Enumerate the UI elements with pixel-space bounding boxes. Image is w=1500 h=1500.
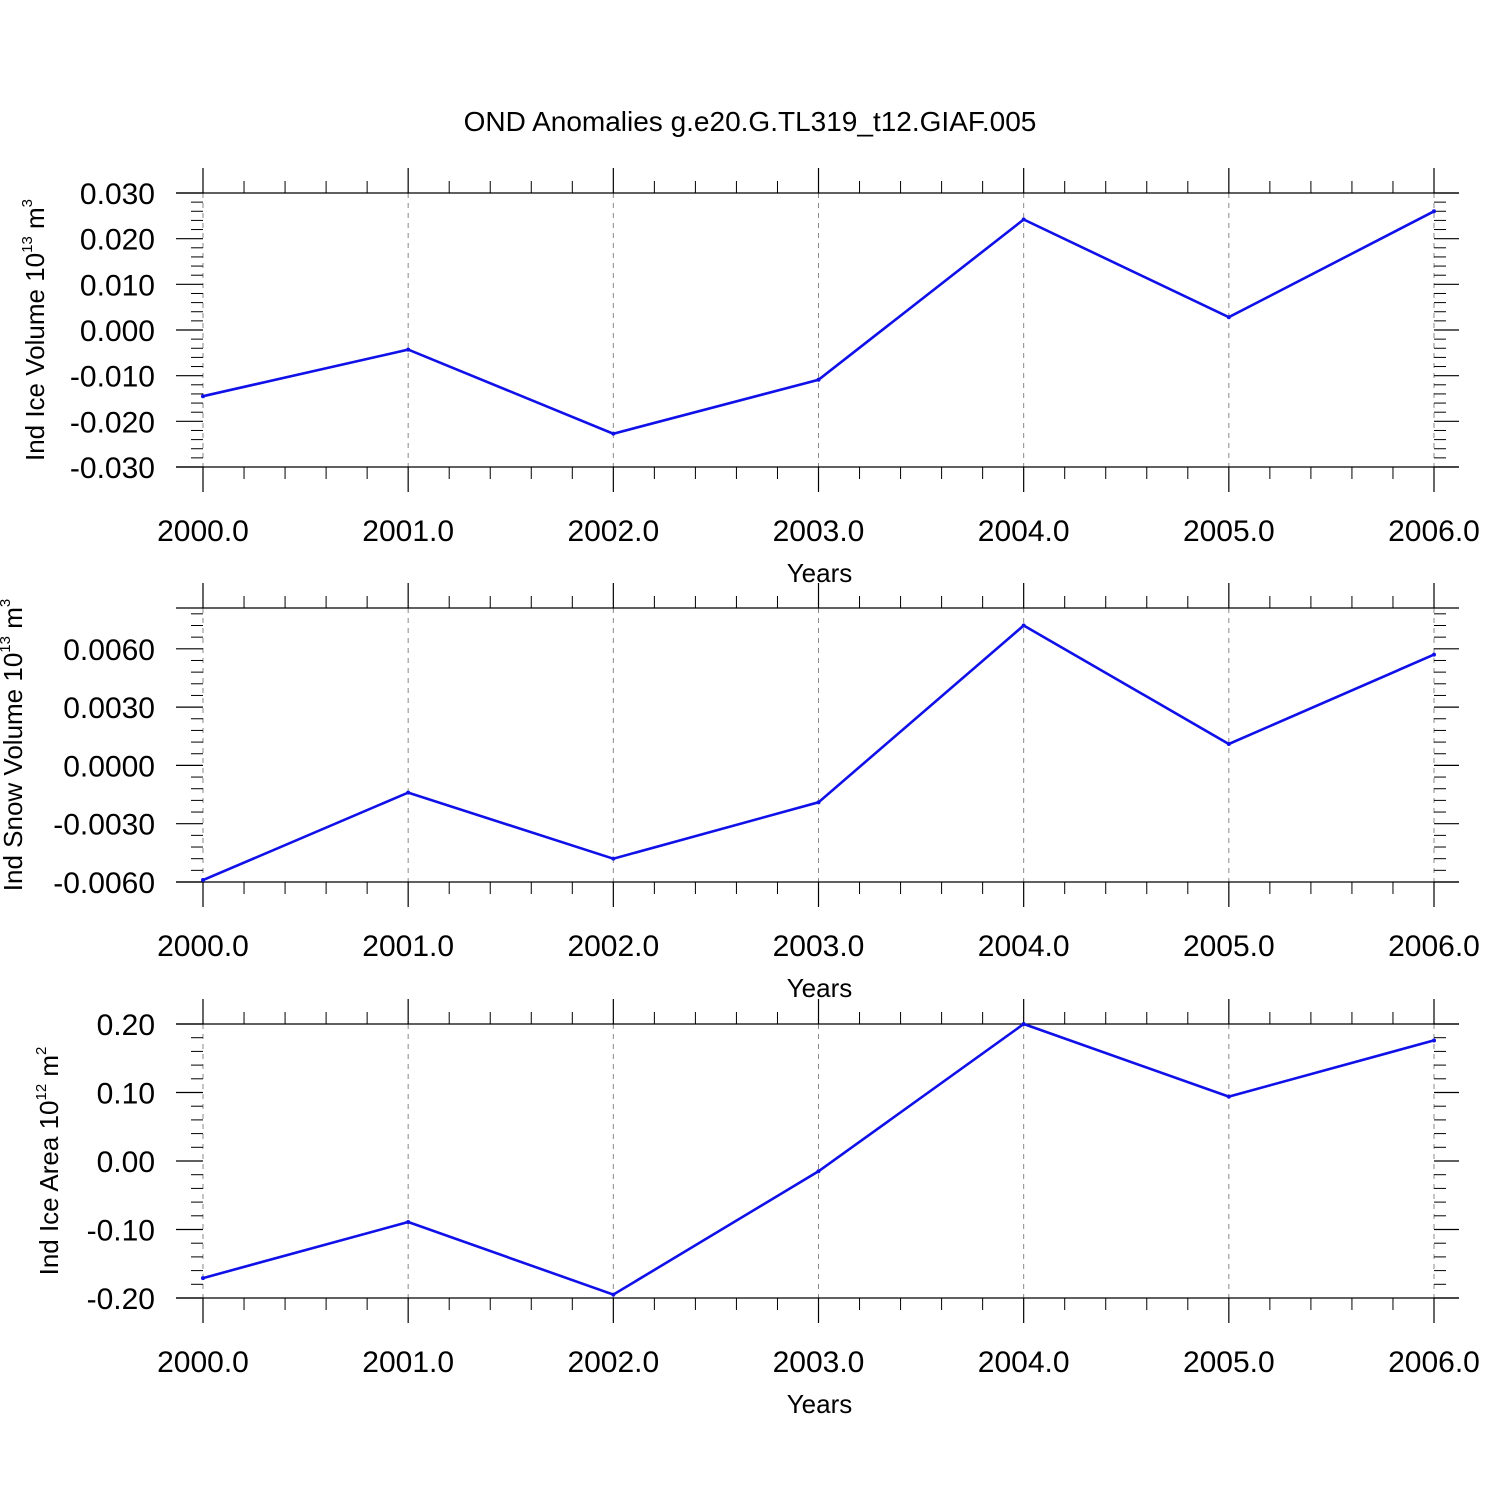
data-point bbox=[406, 1219, 411, 1224]
x-tick-label: 2004.0 bbox=[978, 1346, 1070, 1379]
y-tick-label: -0.0030 bbox=[53, 809, 155, 842]
data-point bbox=[1021, 1022, 1026, 1026]
data-point bbox=[816, 377, 821, 382]
y-axis-label: Ind Ice Area 1012 m2 bbox=[33, 1047, 64, 1276]
data-point bbox=[1226, 315, 1231, 320]
data-point bbox=[406, 347, 411, 352]
data-point bbox=[1021, 623, 1026, 628]
x-tick-label: 2001.0 bbox=[362, 515, 454, 548]
y-tick-label: 0.020 bbox=[80, 224, 155, 257]
data-point bbox=[201, 394, 205, 399]
x-tick-label: 2006.0 bbox=[1388, 515, 1480, 548]
y-tick-label: 0.0030 bbox=[63, 692, 155, 725]
x-tick-label: 2003.0 bbox=[773, 515, 865, 548]
x-tick-label: 2005.0 bbox=[1183, 515, 1275, 548]
x-tick-label: 2006.0 bbox=[1388, 1346, 1480, 1379]
data-point bbox=[611, 1292, 616, 1297]
data-point bbox=[611, 856, 616, 861]
x-tick-label: 2002.0 bbox=[567, 1346, 659, 1379]
x-tick-label: 2005.0 bbox=[1183, 930, 1275, 963]
x-tick-label: 2000.0 bbox=[157, 930, 249, 963]
y-tick-label: 0.030 bbox=[80, 178, 155, 211]
y-tick-label: 0.0000 bbox=[63, 750, 155, 783]
x-tick-label: 2001.0 bbox=[362, 930, 454, 963]
x-tick-label: 2004.0 bbox=[978, 930, 1070, 963]
y-tick-label: 0.10 bbox=[97, 1078, 155, 1111]
data-point bbox=[406, 790, 411, 795]
y-tick-label: 0.000 bbox=[80, 315, 155, 348]
x-tick-label: 2003.0 bbox=[773, 930, 865, 963]
y-tick-label: -0.020 bbox=[70, 406, 155, 439]
y-tick-label: -0.20 bbox=[87, 1283, 155, 1316]
data-point bbox=[1021, 217, 1026, 222]
data-point bbox=[201, 1276, 205, 1281]
data-point bbox=[611, 431, 616, 436]
y-axis-label: Ind Snow Volume 1013 m3 bbox=[0, 599, 28, 891]
x-tick-label: 2002.0 bbox=[567, 930, 659, 963]
y-tick-label: -0.010 bbox=[70, 361, 155, 394]
y-tick-label: 0.00 bbox=[97, 1146, 155, 1179]
y-tick-label: -0.10 bbox=[87, 1215, 155, 1248]
data-point bbox=[816, 800, 821, 805]
y-tick-label: -0.0060 bbox=[53, 867, 155, 900]
data-point bbox=[1226, 1094, 1231, 1099]
x-axis-label: Years bbox=[787, 973, 853, 1003]
data-point bbox=[201, 878, 205, 883]
y-axis-label: Ind Ice Volume 1013 m3 bbox=[19, 199, 50, 461]
data-point bbox=[1226, 742, 1231, 747]
x-tick-label: 2001.0 bbox=[362, 1346, 454, 1379]
x-tick-label: 2000.0 bbox=[157, 1346, 249, 1379]
x-tick-label: 2002.0 bbox=[567, 515, 659, 548]
x-tick-label: 2003.0 bbox=[773, 1346, 865, 1379]
y-tick-label: 0.010 bbox=[80, 269, 155, 302]
x-tick-label: 2005.0 bbox=[1183, 1346, 1275, 1379]
figure-title: OND Anomalies g.e20.G.TL319_t12.GIAF.005 bbox=[464, 106, 1037, 137]
panel-3: -0.20 -0.10 0.00 0.10 0.20 2000.0 2001.0 2002.0… bbox=[33, 999, 1480, 1419]
x-tick-label: 2006.0 bbox=[1388, 930, 1480, 963]
data-point bbox=[1432, 1038, 1436, 1043]
data-point bbox=[1432, 652, 1436, 657]
data-point bbox=[1432, 209, 1436, 214]
x-tick-label: 2004.0 bbox=[978, 515, 1070, 548]
data-point bbox=[816, 1169, 821, 1174]
x-axis-label: Years bbox=[787, 1389, 853, 1419]
panel-1: -0.030 -0.020 -0.010 0.000 0.010 0.020 0.030 20… bbox=[19, 168, 1480, 588]
x-axis-label: Years bbox=[787, 558, 853, 588]
x-tick-label: 2000.0 bbox=[157, 515, 249, 548]
panel-2: -0.0060 -0.0030 0.0000 0.0030 0.0060 2000.0 20… bbox=[0, 583, 1480, 1003]
y-tick-label: 0.20 bbox=[97, 1009, 155, 1042]
y-tick-label: 0.0060 bbox=[63, 634, 155, 667]
y-tick-label: -0.030 bbox=[70, 452, 155, 485]
